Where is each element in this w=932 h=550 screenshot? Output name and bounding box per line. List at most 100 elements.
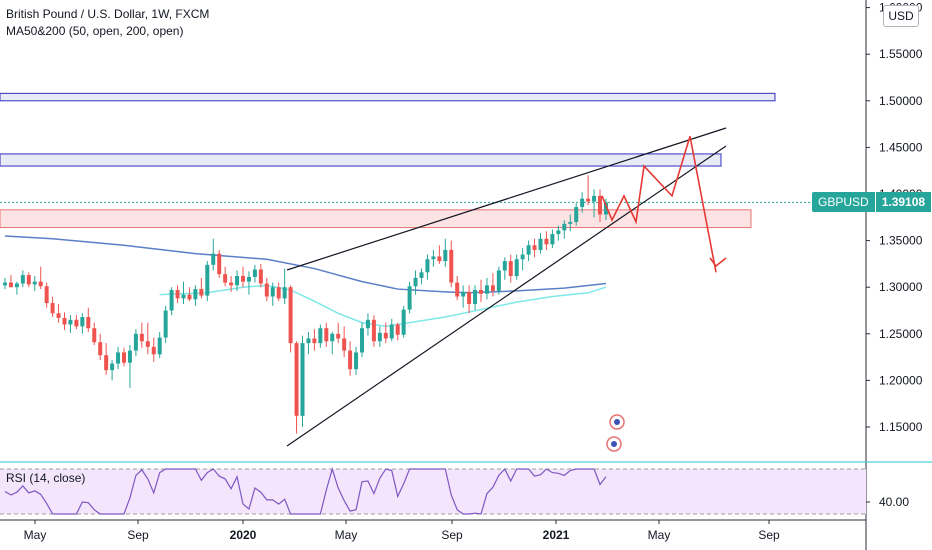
candle	[104, 343, 109, 375]
candle	[413, 270, 418, 295]
candle	[514, 254, 519, 280]
candle-body	[116, 352, 121, 364]
x-tick-label: 2021	[543, 528, 570, 542]
currency-button[interactable]: USD	[883, 5, 919, 27]
candle-body	[538, 238, 543, 250]
candle	[348, 341, 353, 376]
candle	[467, 285, 472, 314]
price-tag-value: 1.39108	[875, 192, 932, 212]
upper-trendline	[286, 127, 727, 271]
candle-body	[169, 289, 174, 311]
candle-body	[312, 338, 317, 344]
candle	[502, 257, 507, 280]
candle	[461, 285, 466, 308]
rsi-tick-label: 40.00	[879, 495, 909, 509]
candle-body	[246, 276, 251, 282]
candle	[431, 249, 436, 267]
candle-body	[437, 256, 442, 262]
candle	[223, 266, 228, 287]
candle-body	[348, 350, 353, 370]
candle	[318, 324, 323, 348]
candle-body	[26, 275, 31, 285]
candle-body	[562, 223, 567, 231]
resistance-zone	[0, 153, 722, 167]
candle	[419, 268, 424, 285]
candle-body	[62, 317, 67, 325]
price-tag-symbol: GBPUSD	[812, 192, 875, 212]
candle-body	[401, 309, 406, 335]
y-tick-label: 1.35000	[879, 234, 923, 248]
y-tick-label: 1.45000	[879, 140, 923, 154]
candle	[68, 315, 73, 333]
candle-body	[580, 198, 585, 208]
candle-body	[389, 324, 394, 339]
candle-body	[282, 287, 287, 299]
candle-body	[550, 234, 555, 245]
candle	[56, 303, 61, 323]
candle-body	[104, 355, 109, 371]
candle	[544, 231, 549, 250]
candle	[211, 238, 216, 271]
chart-legend: British Pound / U.S. Dollar, 1W, FXCM MA…	[6, 6, 209, 40]
candle-body	[193, 289, 198, 300]
chart-title: British Pound / U.S. Dollar, 1W, FXCM	[6, 7, 210, 21]
candle-body	[14, 283, 19, 288]
y-tick-label: 1.20000	[879, 373, 923, 387]
candle	[187, 287, 192, 302]
candle	[401, 305, 406, 338]
candle	[50, 296, 55, 318]
candle	[312, 329, 317, 351]
x-tick-label: May	[24, 528, 47, 542]
candle-body	[211, 253, 216, 265]
candle	[288, 285, 293, 353]
candle-body	[110, 363, 115, 371]
candle	[490, 273, 495, 297]
candle-body	[122, 352, 126, 363]
price-tag: GBPUSD 1.39108	[812, 192, 932, 212]
candle	[246, 271, 251, 295]
candle	[455, 276, 460, 301]
candle-body	[86, 317, 91, 329]
candle-body	[318, 328, 323, 344]
candle-body	[526, 245, 531, 255]
indicator-label: MA50&200 (50, open, 200, open)	[6, 24, 184, 38]
candle-body	[98, 342, 103, 356]
candle-body	[395, 324, 400, 335]
candle	[365, 313, 370, 336]
candle	[199, 277, 204, 299]
candle-body	[467, 291, 472, 304]
candle-body	[175, 289, 180, 299]
candle	[127, 344, 132, 388]
candle	[354, 346, 359, 375]
candle	[377, 326, 382, 347]
candle-body	[544, 238, 549, 245]
candle	[38, 266, 43, 290]
candle	[175, 285, 180, 304]
candle	[473, 285, 478, 311]
candle	[342, 326, 347, 358]
candle	[163, 305, 168, 344]
candle-body	[443, 249, 448, 262]
candle	[371, 315, 376, 347]
candle-body	[365, 319, 370, 329]
candle-body	[556, 230, 561, 235]
candle-body	[187, 294, 192, 300]
candle-body	[270, 287, 275, 297]
candle	[360, 322, 364, 358]
candle	[235, 270, 240, 291]
candle	[324, 322, 329, 347]
candle	[538, 233, 543, 254]
candle-body	[473, 289, 478, 304]
candle	[92, 322, 97, 345]
candle-body	[229, 282, 234, 286]
candle	[526, 240, 531, 262]
candle	[270, 282, 275, 306]
candle-body	[151, 346, 156, 355]
lower-trendline	[286, 145, 727, 447]
candle-body	[145, 341, 150, 347]
candle	[407, 281, 412, 314]
y-tick-label: 1.50000	[879, 94, 923, 108]
candle-body	[20, 275, 25, 284]
candle-body	[360, 328, 364, 353]
